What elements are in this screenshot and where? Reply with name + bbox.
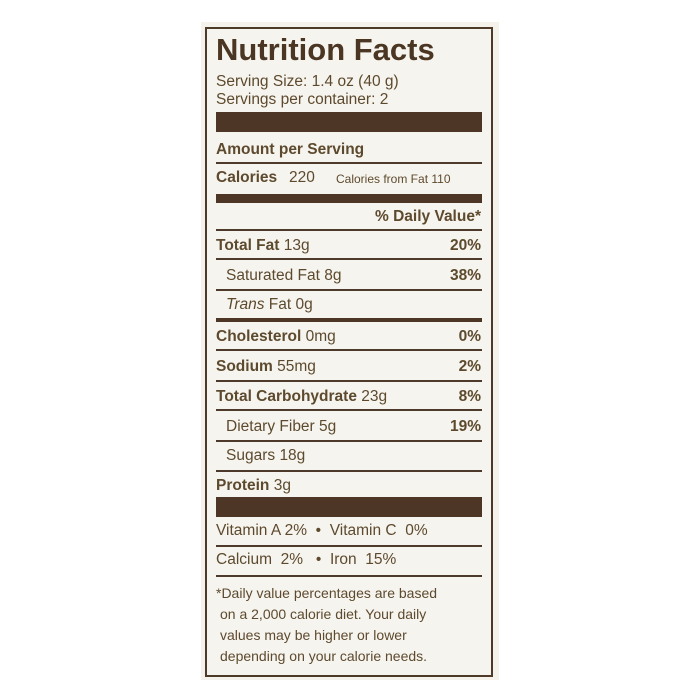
divider [216, 545, 482, 547]
dv-total-carbohydrate: 8% [458, 388, 481, 405]
divider [216, 575, 482, 577]
divider [216, 409, 482, 411]
dv-total-fat: 20% [449, 237, 481, 254]
divider [216, 380, 482, 382]
daily-value-header: % Daily Value* [375, 208, 481, 225]
amount-per-serving: Amount per Serving [216, 141, 365, 158]
vitamins-row-2: Calcium 2% • Iron 15% [216, 551, 397, 568]
divider [216, 289, 482, 291]
thick-divider [216, 497, 482, 517]
divider [216, 349, 482, 351]
nutrient-protein: Protein 3g [216, 477, 291, 494]
footnote-line: on a 2,000 calorie diet. Your daily [220, 606, 427, 622]
thick-divider [216, 194, 482, 203]
footnote: *Daily value percentages are based on a … [216, 583, 437, 667]
dv-sodium: 2% [458, 358, 481, 375]
nutrient-total-fat: Total Fat 13g [216, 237, 310, 254]
nutrient-sugars: Sugars 18g [226, 447, 306, 464]
servings-per-container: Servings per container: 2 [216, 91, 389, 108]
vitamins-row-1: Vitamin A 2% • Vitamin C 0% [216, 522, 428, 539]
thick-divider [216, 318, 482, 322]
divider [216, 162, 482, 164]
calories-from-fat: Calories from Fat 110 [336, 172, 451, 186]
title: Nutrition Facts [216, 32, 435, 67]
dv-saturated-fat: 38% [449, 267, 481, 284]
divider [216, 229, 482, 231]
footnote-line: values may be higher or lower [220, 627, 407, 643]
nutrition-facts-panel [205, 27, 493, 677]
calories-value: 220 [289, 169, 315, 186]
thick-divider [216, 112, 482, 132]
divider [216, 258, 482, 260]
divider [216, 470, 482, 472]
dv-cholesterol: 0% [458, 328, 481, 345]
nutrient-total-carbohydrate: Total Carbohydrate 23g [216, 388, 388, 405]
nutrient-saturated-fat: Saturated Fat 8g [226, 267, 342, 284]
nutrient-cholesterol: Cholesterol 0mg [216, 328, 336, 345]
footnote-line: depending on your calorie needs. [220, 648, 428, 664]
nutrient-dietary-fiber: Dietary Fiber 5g [226, 418, 337, 435]
serving-size: Serving Size: 1.4 oz (40 g) [216, 73, 399, 90]
footnote-line: *Daily value percentages are based [216, 585, 438, 601]
nutrient-trans-fat: Trans Fat 0g [226, 296, 313, 313]
calories-label: Calories [216, 169, 278, 186]
nutrient-sodium: Sodium 55mg [216, 358, 316, 375]
divider [216, 440, 482, 442]
dv-dietary-fiber: 19% [449, 418, 481, 435]
